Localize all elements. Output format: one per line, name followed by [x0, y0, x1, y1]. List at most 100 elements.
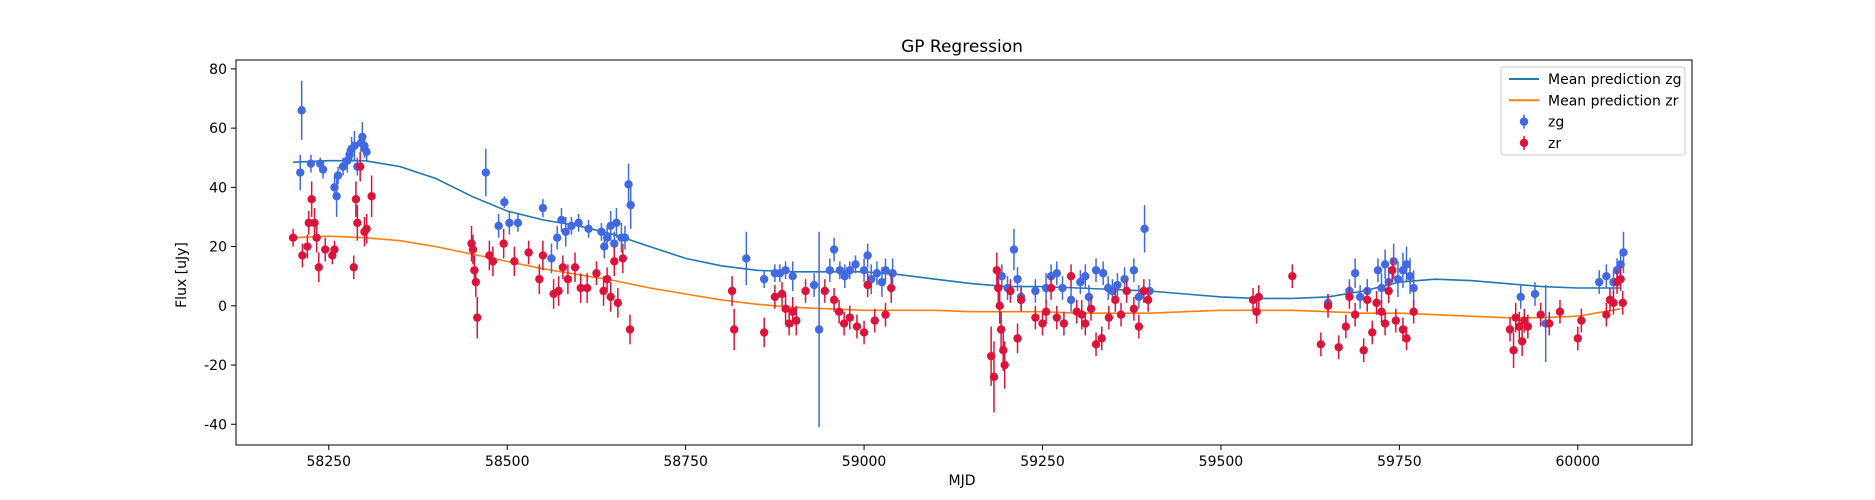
- data-point-zr: [1517, 337, 1527, 346]
- x-tick-label: 59250: [1020, 454, 1065, 470]
- data-point-zr: [784, 319, 794, 328]
- data-point-zg: [602, 233, 612, 242]
- data-point-zg: [557, 215, 566, 225]
- data-point-zg: [1355, 292, 1365, 302]
- data-point-zr: [592, 269, 601, 278]
- data-point-zr: [820, 286, 830, 296]
- data-point-zr: [1013, 334, 1022, 343]
- data-point-zr: [1059, 319, 1069, 328]
- data-point-zg: [1076, 277, 1085, 287]
- mean-prediction-line-zg: [293, 159, 1621, 300]
- data-point-zr: [307, 194, 316, 204]
- data-point-zr: [1359, 346, 1368, 355]
- data-point-zr: [1254, 292, 1263, 302]
- data-point-zr: [994, 283, 1003, 293]
- data-point-zg: [1031, 286, 1040, 296]
- data-point-zr: [618, 254, 628, 263]
- data-point-zg: [1113, 280, 1122, 290]
- data-point-zr: [845, 313, 855, 322]
- data-point-zr: [1398, 325, 1408, 334]
- data-point-zg: [1140, 224, 1149, 234]
- series-zg: [296, 80, 1628, 428]
- data-point-zg: [1405, 271, 1415, 281]
- data-point-zg: [872, 269, 882, 278]
- data-point-zr: [1409, 307, 1418, 316]
- legend-label-zg: Mean prediction zg: [1548, 72, 1682, 88]
- data-point-zr: [1091, 340, 1101, 349]
- data-point-zg: [809, 280, 819, 290]
- legend-label-zr: Mean prediction zr: [1548, 93, 1679, 109]
- y-tick-label: 40: [209, 180, 227, 196]
- data-point-zg: [1134, 292, 1144, 302]
- data-point-zr: [349, 263, 358, 272]
- data-point-zr: [298, 251, 307, 260]
- data-point-zg: [859, 266, 869, 275]
- data-point-zg: [626, 200, 635, 210]
- data-point-zg: [330, 183, 339, 192]
- data-point-zr: [870, 316, 879, 325]
- data-point-zr: [1377, 307, 1386, 316]
- x-tick-label: 58250: [307, 454, 352, 470]
- legend-label-zg: zg: [1548, 115, 1564, 131]
- data-point-zr: [1505, 325, 1515, 334]
- data-point-zr: [1077, 310, 1086, 319]
- data-point-zg: [552, 233, 562, 242]
- legend-label-zr: zr: [1548, 136, 1561, 152]
- data-point-zg: [1393, 274, 1403, 284]
- data-point-zr: [314, 263, 323, 272]
- data-point-zr: [582, 283, 592, 293]
- y-tick-label: 0: [218, 299, 227, 315]
- data-point-zg: [1595, 277, 1604, 287]
- data-point-zg: [584, 224, 593, 234]
- data-point-zg: [547, 254, 556, 263]
- data-point-zr: [1104, 313, 1114, 322]
- data-point-zr: [1523, 322, 1533, 331]
- plot-area: 58250 58500 58750 59000 59250 59500 59750 60000…: [204, 59, 1693, 470]
- data-point-zr: [1384, 286, 1393, 296]
- data-point-zr: [781, 304, 790, 313]
- data-point-zr: [989, 372, 999, 382]
- data-point-zg: [350, 141, 359, 151]
- data-point-zg: [597, 227, 606, 236]
- data-point-zr: [1345, 292, 1354, 302]
- x-tick-label: 58750: [663, 454, 708, 470]
- data-point-zg: [1373, 266, 1383, 275]
- data-point-zr: [1372, 298, 1381, 308]
- data-point-zr: [1038, 319, 1047, 328]
- data-point-zr: [1323, 301, 1333, 311]
- data-point-zr: [606, 292, 615, 302]
- data-point-zr: [1609, 298, 1618, 308]
- data-point-zr: [488, 257, 498, 266]
- data-point-zg: [1013, 274, 1022, 284]
- x-tick-label: 59500: [1199, 454, 1244, 470]
- data-point-zg: [1120, 274, 1129, 284]
- x-tick-label: 58500: [485, 454, 530, 470]
- data-point-zr: [727, 286, 737, 296]
- data-point-zr: [355, 162, 365, 171]
- data-point-zr: [468, 245, 478, 254]
- data-point-zr: [852, 322, 862, 331]
- y-tick-label: -20: [204, 358, 227, 374]
- data-point-zr: [1602, 310, 1611, 319]
- data-point-zr: [996, 325, 1006, 334]
- y-tick-label: -40: [204, 417, 227, 433]
- legend: Mean prediction zg Mean prediction zr zg zr: [1500, 66, 1686, 156]
- data-point-zr: [729, 325, 739, 334]
- data-point-zg: [358, 132, 367, 142]
- data-point-zr: [558, 263, 568, 272]
- data-point-zg: [612, 218, 621, 228]
- data-point-zr: [770, 292, 780, 302]
- data-point-zr: [1288, 271, 1297, 281]
- data-point-zr: [570, 263, 580, 272]
- data-point-zg: [296, 168, 305, 177]
- data-point-zr: [839, 319, 849, 328]
- data-point-zr: [1509, 346, 1518, 355]
- data-point-zr: [792, 316, 801, 325]
- data-point-zr: [1252, 307, 1261, 316]
- data-point-zg: [877, 277, 887, 287]
- data-point-zr: [602, 274, 612, 284]
- data-point-zg: [332, 192, 341, 201]
- data-point-zr: [321, 245, 330, 254]
- data-point-zr: [1368, 328, 1377, 337]
- data-point-zg: [1052, 269, 1061, 278]
